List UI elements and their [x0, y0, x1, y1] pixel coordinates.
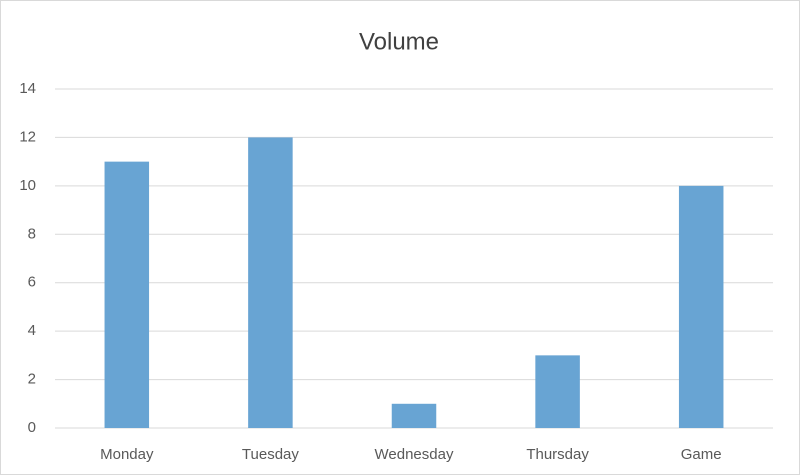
y-tick-label: 8	[28, 225, 36, 242]
y-tick-label: 12	[19, 128, 36, 145]
x-tick-label: Wednesday	[375, 446, 454, 463]
x-tick-label: Tuesday	[242, 446, 299, 463]
y-tick-label: 14	[19, 80, 36, 97]
bar	[535, 355, 580, 428]
bar	[391, 403, 437, 428]
y-tick-label: 2	[28, 371, 36, 388]
y-tick-label: 6	[28, 274, 36, 291]
y-tick-label: 0	[28, 419, 36, 436]
bar	[678, 185, 724, 428]
chart-title: Volume	[359, 28, 439, 55]
x-tick-label: Game	[681, 446, 722, 463]
bar	[248, 137, 293, 428]
bar	[104, 161, 150, 428]
y-tick-label: 4	[28, 322, 36, 339]
y-tick-label: 10	[19, 177, 36, 194]
x-tick-label: Thursday	[526, 446, 589, 463]
x-tick-label: Monday	[100, 446, 154, 463]
